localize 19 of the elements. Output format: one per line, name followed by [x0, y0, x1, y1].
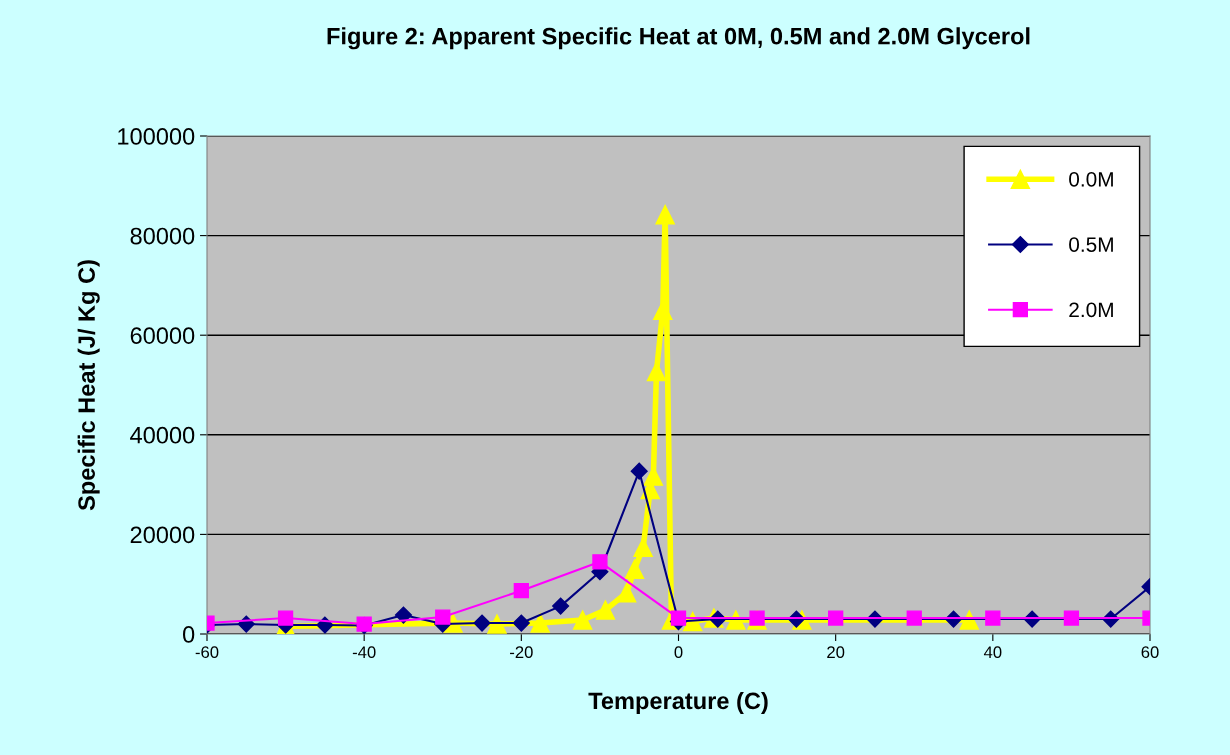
- y-tick-label: 20000: [130, 526, 195, 544]
- x-tick-label: -20: [510, 646, 533, 659]
- y-axis-title: Specific Heat (J/ Kg C): [77, 260, 100, 511]
- y-tick-label: 80000: [130, 227, 195, 245]
- x-tick-label: 0: [674, 646, 683, 659]
- y-tick-label: 100000: [118, 128, 195, 145]
- x-tick-label: 60: [1141, 646, 1159, 659]
- x-axis-title: Temperature (C): [588, 691, 768, 714]
- chart-title: Figure 2: Apparent Specific Heat at 0M, 0.5M and 2.0M Glycerol: [327, 27, 1030, 50]
- legend-label: 0.5M: [1069, 237, 1113, 252]
- y-tick-label: 40000: [130, 426, 195, 444]
- x-tick-label: 20: [827, 646, 845, 659]
- y-tick-label: 60000: [130, 327, 195, 344]
- legend-label: 0.0M: [1069, 171, 1113, 187]
- x-tick-label: -60: [195, 646, 219, 659]
- x-tick-label: -40: [352, 646, 376, 659]
- y-tick-label: 0: [182, 626, 195, 643]
- x-tick-label: 40: [983, 646, 1002, 659]
- legend-label: 2.0M: [1069, 302, 1113, 318]
